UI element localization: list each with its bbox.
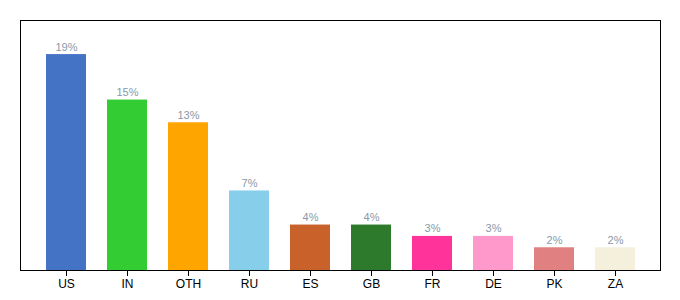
svg-text:DE: DE [485, 277, 502, 291]
svg-text:ZA: ZA [608, 277, 623, 291]
svg-text:RU: RU [241, 277, 258, 291]
svg-text:2%: 2% [608, 234, 624, 246]
svg-text:ES: ES [302, 277, 318, 291]
svg-text:19%: 19% [55, 41, 77, 53]
svg-text:IN: IN [122, 277, 134, 291]
svg-text:15%: 15% [116, 86, 138, 98]
svg-text:US: US [58, 277, 75, 291]
svg-text:4%: 4% [364, 211, 380, 223]
svg-text:PK: PK [546, 277, 562, 291]
svg-text:2%: 2% [547, 234, 563, 246]
svg-text:OTH: OTH [176, 277, 201, 291]
svg-text:4%: 4% [303, 211, 319, 223]
svg-text:3%: 3% [486, 222, 502, 234]
svg-text:GB: GB [363, 277, 380, 291]
svg-text:7%: 7% [242, 177, 258, 189]
svg-text:FR: FR [425, 277, 441, 291]
svg-text:13%: 13% [177, 109, 199, 121]
svg-text:3%: 3% [425, 222, 441, 234]
